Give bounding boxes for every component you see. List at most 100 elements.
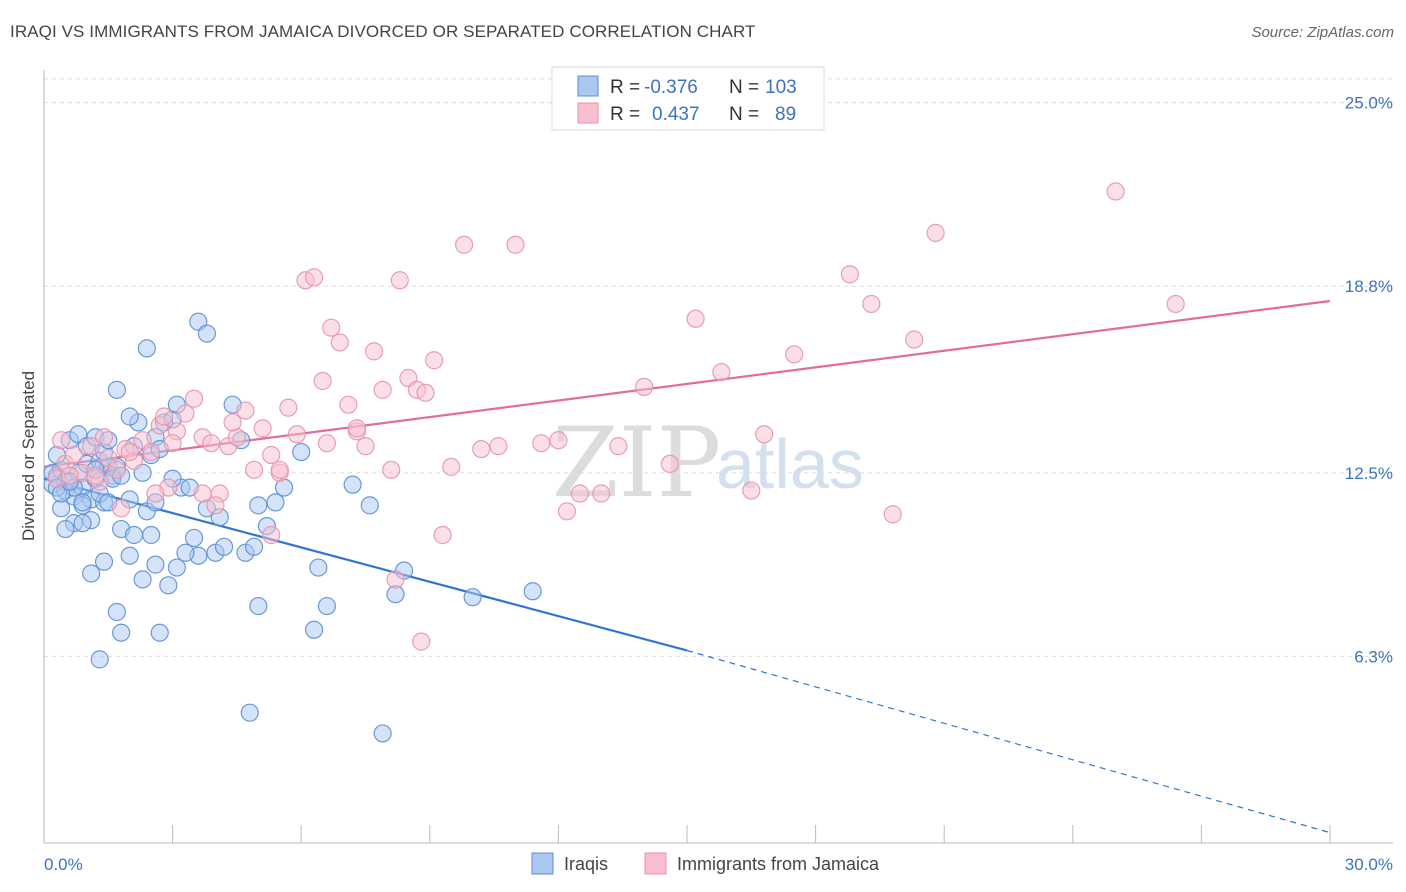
jamaica-point — [592, 484, 611, 503]
jamaica-point — [454, 235, 474, 254]
jamaica-point — [206, 496, 225, 515]
series-swatch-jamaica — [644, 852, 667, 875]
jamaica-point — [82, 437, 101, 456]
jamaica-point — [532, 434, 551, 453]
jamaica-point — [364, 342, 384, 361]
iraqis-point — [159, 576, 178, 595]
iraqis-point — [343, 475, 362, 494]
iraqis-point — [292, 442, 311, 462]
legend-n-value: 103 — [765, 77, 797, 98]
jamaica-point — [840, 265, 859, 284]
iraqis-point — [107, 602, 126, 622]
iraqis-point — [82, 564, 101, 583]
iraqis-point — [373, 724, 392, 743]
jamaica-point — [287, 425, 307, 444]
jamaica-point — [236, 401, 255, 420]
jamaica-point — [184, 389, 204, 408]
jamaica-point — [313, 371, 332, 391]
jamaica-point — [146, 484, 165, 503]
jamaica-point — [322, 318, 341, 337]
y-tick-label: 18.8% — [1345, 277, 1393, 296]
jamaica-point — [883, 505, 902, 524]
iraqis-point — [137, 339, 156, 358]
iraqis-point — [176, 543, 195, 562]
jamaica-point — [163, 434, 182, 453]
iraqis-point — [94, 552, 114, 571]
iraqis-point — [120, 546, 139, 565]
iraqis-point — [309, 558, 328, 577]
jamaica-point — [862, 294, 881, 314]
jamaica-point — [64, 445, 84, 465]
data-points — [43, 182, 1185, 743]
iraqis-point — [56, 519, 75, 539]
iraqis-point — [150, 623, 169, 642]
series-legend: Iraqis Immigrants from Jamaica — [531, 852, 880, 875]
iraqis-point — [523, 582, 542, 601]
jamaica-point — [390, 271, 409, 290]
jamaica-point — [712, 362, 731, 382]
jamaica-point — [262, 445, 281, 465]
series-label-iraqis: Iraqis — [564, 854, 608, 874]
jamaica-point — [107, 460, 126, 479]
iraqis-point — [124, 525, 144, 545]
jamaica-point — [373, 380, 392, 399]
iraqis-point — [304, 620, 324, 639]
jamaica-point — [154, 407, 174, 426]
jamaica-point — [785, 345, 804, 364]
legend-r-label: R = — [610, 104, 640, 125]
watermark-atlas: atlas — [716, 425, 864, 503]
jamaica-point — [635, 377, 654, 397]
iraqis-point — [214, 537, 234, 556]
legend-r-label: R = — [610, 77, 640, 98]
legend-swatch-iraqis — [577, 75, 599, 97]
y-tick-label: 6.3% — [1354, 647, 1393, 666]
iraqis-point — [142, 525, 161, 545]
jamaica-point — [472, 439, 491, 459]
legend-r-value: -0.376 — [644, 77, 698, 98]
jamaica-point — [244, 460, 264, 479]
iraqis-point — [146, 555, 165, 574]
jamaica-point — [112, 499, 131, 518]
iraqis-point — [360, 496, 379, 515]
iraqis-point — [197, 324, 216, 343]
jamaica-point — [120, 442, 139, 462]
jamaica-point — [442, 457, 461, 476]
jamaica-point — [1166, 294, 1185, 314]
jamaica-point — [270, 460, 289, 479]
jamaica-trend-line — [43, 299, 1331, 468]
jamaica-point — [386, 570, 405, 589]
iraqis-point — [317, 596, 337, 616]
jamaica-point — [202, 434, 221, 453]
iraqis-point — [240, 703, 259, 722]
jamaica-point — [742, 481, 761, 500]
jamaica-point — [424, 351, 444, 370]
iraqis-point — [120, 407, 139, 426]
jamaica-point — [60, 466, 79, 485]
trend-lines — [43, 299, 1331, 834]
iraqis-point — [167, 558, 186, 577]
jamaica-point — [94, 428, 114, 447]
jamaica-point — [52, 431, 71, 450]
correlation-legend: R = -0.376 N = 103 R = 0.437 N = 89 — [551, 66, 825, 131]
x-tick-label: 30.0% — [1345, 855, 1393, 874]
iraqis-point — [184, 528, 204, 548]
jamaica-point — [549, 431, 568, 450]
jamaica-point — [253, 419, 272, 438]
iraqis-point — [244, 537, 264, 556]
jamaica-point — [557, 502, 577, 521]
jamaica-point — [279, 398, 298, 417]
jamaica-point — [86, 466, 105, 485]
iraqis-point — [112, 623, 131, 642]
legend-n-label: N = — [729, 77, 759, 98]
jamaica-point — [304, 268, 324, 287]
iraqis-point — [90, 650, 109, 669]
jamaica-point — [926, 223, 945, 242]
jamaica-point — [1106, 182, 1125, 201]
jamaica-point — [356, 437, 375, 456]
chart-title: IRAQI VS IMMIGRANTS FROM JAMAICA DIVORCE… — [10, 22, 756, 41]
axes — [43, 70, 1393, 844]
y-axis-label: Divorced or Separated — [19, 371, 38, 541]
jamaica-point — [347, 419, 367, 438]
jamaica-point — [570, 484, 589, 503]
jamaica-point — [193, 484, 212, 503]
